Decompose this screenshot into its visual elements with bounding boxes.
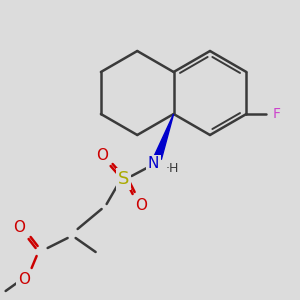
Text: N: N xyxy=(148,157,159,172)
Text: F: F xyxy=(272,107,281,121)
Text: ·H: ·H xyxy=(166,161,179,175)
Text: S: S xyxy=(118,170,129,188)
Text: O: O xyxy=(18,272,30,286)
Text: O: O xyxy=(13,220,25,235)
Polygon shape xyxy=(154,114,174,159)
Text: O: O xyxy=(96,148,108,163)
Text: O: O xyxy=(135,199,147,214)
